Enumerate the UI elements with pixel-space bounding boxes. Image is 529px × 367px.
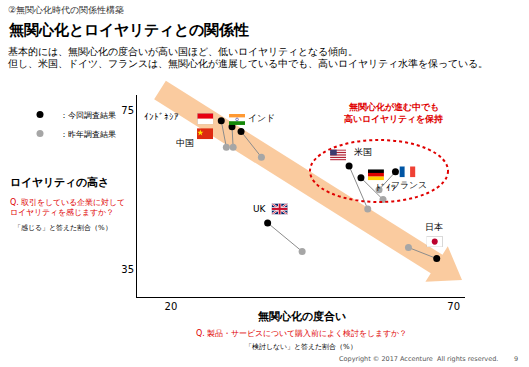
svg-text:フランス: フランス bbox=[391, 180, 427, 190]
svg-text:：昨年調査結果: ：昨年調査結果 bbox=[60, 130, 116, 139]
svg-text:基本的には、無関心化の度合いが高い国ほど、低いロイヤリティと: 基本的には、無関心化の度合いが高い国ほど、低いロイヤリティとなる傾向。但し、米国… bbox=[8, 46, 488, 69]
svg-text:9: 9 bbox=[514, 355, 518, 363]
svg-text:米国: 米国 bbox=[354, 147, 372, 157]
svg-text:ﾄﾞｲﾂ: ﾄﾞｲﾂ bbox=[376, 183, 396, 193]
svg-text:ロイヤリティの高さ: ロイヤリティの高さ bbox=[10, 176, 109, 189]
svg-text:「感じる」と答えた割合（%）: 「感じる」と答えた割合（%） bbox=[14, 224, 112, 232]
svg-text:「検討しない」と答えた割合（%）: 「検討しない」と答えた割合（%） bbox=[245, 343, 357, 351]
svg-text:インド: インド bbox=[248, 113, 275, 123]
svg-text:Q. 製品・サービスについて購入前によく検討をしますか？: Q. 製品・サービスについて購入前によく検討をしますか？ bbox=[196, 329, 407, 338]
svg-text:70: 70 bbox=[447, 301, 460, 312]
svg-text:ｲﾝﾄﾞﾈｼｱ: ｲﾝﾄﾞﾈｼｱ bbox=[144, 112, 179, 122]
svg-text:Copyright © 2017 Accenture Al: Copyright © 2017 Accenture All rights re… bbox=[339, 355, 498, 363]
svg-text:75: 75 bbox=[121, 105, 134, 116]
svg-text:無関心化の度合い: 無関心化の度合い bbox=[257, 310, 346, 323]
svg-text:35: 35 bbox=[121, 264, 134, 275]
svg-text:UK: UK bbox=[253, 204, 267, 214]
svg-text:20: 20 bbox=[165, 301, 178, 312]
svg-text:無関心化が進む中でも高いロイヤリティを保持: 無関心化が進む中でも高いロイヤリティを保持 bbox=[344, 102, 443, 124]
svg-text:中国: 中国 bbox=[176, 138, 194, 148]
svg-text:無関心化とロイヤリティとの関係性: 無関心化とロイヤリティとの関係性 bbox=[8, 21, 249, 39]
svg-text:：今回調査結果: ：今回調査結果 bbox=[60, 111, 116, 120]
svg-text:Q. 取引をしている企業に対してロイヤリティを感じますか？: Q. 取引をしている企業に対してロイヤリティを感じますか？ bbox=[10, 198, 125, 217]
svg-text:②無関心化時代の関係性構築: ②無関心化時代の関係性構築 bbox=[8, 5, 124, 15]
svg-text:日本: 日本 bbox=[425, 222, 443, 232]
